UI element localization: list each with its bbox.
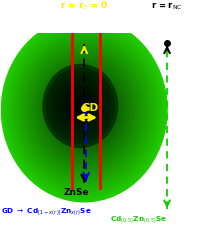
Ellipse shape bbox=[48, 69, 121, 150]
Ellipse shape bbox=[33, 53, 136, 167]
Ellipse shape bbox=[3, 20, 165, 200]
Ellipse shape bbox=[49, 71, 119, 148]
Ellipse shape bbox=[25, 44, 144, 176]
Ellipse shape bbox=[23, 42, 146, 178]
Ellipse shape bbox=[49, 72, 111, 141]
Text: GD: GD bbox=[82, 103, 99, 113]
Ellipse shape bbox=[55, 78, 105, 133]
Ellipse shape bbox=[58, 80, 111, 139]
Ellipse shape bbox=[36, 56, 132, 163]
Ellipse shape bbox=[46, 67, 122, 152]
Ellipse shape bbox=[69, 93, 99, 126]
Ellipse shape bbox=[35, 54, 134, 165]
Ellipse shape bbox=[77, 102, 83, 109]
Text: r = r$_{\mathsf{NC}}$: r = r$_{\mathsf{NC}}$ bbox=[151, 0, 183, 12]
Text: GD $\rightarrow$ Cd$_{[1-x(r)]}$Zn$_{x(r)}$Se: GD $\rightarrow$ Cd$_{[1-x(r)]}$Zn$_{x(r… bbox=[1, 206, 92, 217]
Ellipse shape bbox=[13, 31, 155, 189]
Ellipse shape bbox=[83, 108, 86, 112]
Ellipse shape bbox=[62, 85, 99, 127]
Ellipse shape bbox=[10, 27, 159, 192]
Ellipse shape bbox=[8, 25, 160, 195]
Ellipse shape bbox=[44, 66, 124, 154]
Ellipse shape bbox=[30, 49, 139, 170]
Ellipse shape bbox=[64, 88, 104, 132]
Ellipse shape bbox=[81, 106, 88, 114]
Ellipse shape bbox=[63, 86, 106, 134]
Ellipse shape bbox=[65, 89, 96, 123]
Ellipse shape bbox=[21, 40, 147, 180]
Ellipse shape bbox=[61, 84, 107, 136]
Ellipse shape bbox=[43, 64, 118, 147]
Ellipse shape bbox=[31, 51, 137, 169]
Ellipse shape bbox=[11, 29, 157, 191]
Ellipse shape bbox=[59, 82, 109, 137]
Ellipse shape bbox=[73, 97, 96, 123]
Ellipse shape bbox=[43, 64, 126, 156]
Text: Cd$_{(0.5)}$Zn$_{(0.5)}$Se: Cd$_{(0.5)}$Zn$_{(0.5)}$Se bbox=[110, 214, 167, 225]
Ellipse shape bbox=[51, 73, 117, 147]
Ellipse shape bbox=[52, 75, 108, 137]
Ellipse shape bbox=[79, 104, 89, 115]
Ellipse shape bbox=[74, 99, 94, 121]
Ellipse shape bbox=[66, 89, 102, 130]
Ellipse shape bbox=[38, 58, 131, 161]
Ellipse shape bbox=[26, 45, 142, 174]
Ellipse shape bbox=[20, 38, 149, 182]
Ellipse shape bbox=[39, 60, 129, 160]
Ellipse shape bbox=[28, 47, 141, 172]
Ellipse shape bbox=[68, 92, 93, 120]
Ellipse shape bbox=[78, 102, 91, 117]
Ellipse shape bbox=[76, 101, 93, 119]
Ellipse shape bbox=[71, 95, 97, 124]
Ellipse shape bbox=[53, 75, 116, 145]
Ellipse shape bbox=[56, 79, 112, 141]
Ellipse shape bbox=[68, 91, 101, 128]
Ellipse shape bbox=[74, 99, 86, 113]
Ellipse shape bbox=[6, 23, 162, 196]
Ellipse shape bbox=[54, 77, 114, 143]
Ellipse shape bbox=[41, 62, 127, 158]
Ellipse shape bbox=[16, 34, 152, 185]
Ellipse shape bbox=[15, 32, 154, 187]
Ellipse shape bbox=[18, 36, 150, 183]
Ellipse shape bbox=[59, 82, 102, 130]
Ellipse shape bbox=[71, 96, 90, 116]
Text: r = r$_0$ = 0: r = r$_0$ = 0 bbox=[60, 0, 109, 12]
Ellipse shape bbox=[46, 68, 114, 144]
Ellipse shape bbox=[1, 18, 167, 202]
Text: ZnSe: ZnSe bbox=[64, 188, 89, 197]
Ellipse shape bbox=[5, 21, 164, 198]
